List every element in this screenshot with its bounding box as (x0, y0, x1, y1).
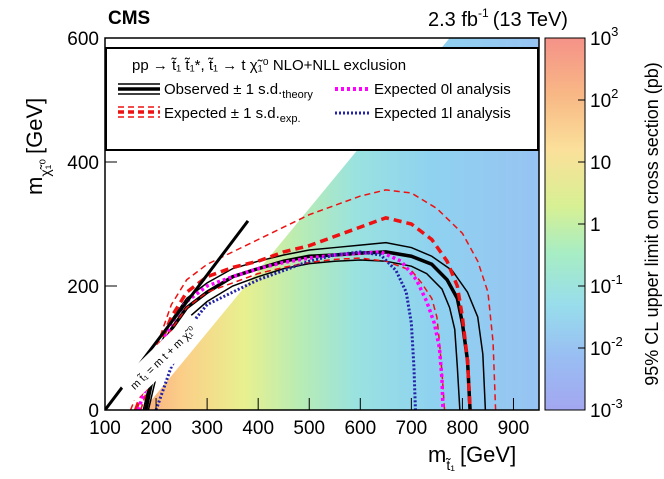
y-axis-title: mχ̃₁⁰ [GeV] (22, 98, 53, 195)
x-tick-label: 600 (344, 418, 376, 439)
contour-expected-0l-analysis (136, 250, 445, 410)
contour-expected-1-s-d- (129, 189, 497, 410)
y-axis-ticks: 0 200 400 600 (67, 29, 117, 422)
legend-entry-observed: Observed ± 1 s.d.theory (118, 81, 313, 101)
x-tick-label: 300 (191, 418, 223, 439)
legend-expected-label: Expected ± 1 s.d. (164, 105, 280, 122)
legend-title: pp → t̃₁ t̃₁*, t̃₁ → t χ̃₁⁰ NLO+NLL excl… (132, 57, 406, 74)
legend: pp → t̃₁ t̃₁*, t̃₁ → t χ̃₁⁰ NLO+NLL excl… (105, 47, 539, 151)
colorbar-tick-label: 1 (590, 215, 601, 236)
legend-entry-expected-0l: Expected 0l analysis (335, 81, 511, 98)
colorbar-tick-label: 103 (590, 24, 618, 50)
x-tick-label: 900 (498, 418, 530, 439)
contour-observed-1-s-d- (142, 241, 487, 410)
colorbar-tick-label: 102 (590, 86, 618, 112)
y-axis-sub: χ̃₁⁰ (37, 159, 53, 177)
legend-observed-sub: theory (282, 89, 313, 101)
colorbar-tick-label: 10-2 (590, 334, 623, 360)
legend-observed-label: Observed ± 1 s.d. (164, 81, 282, 98)
y-tick-label: 600 (67, 29, 99, 50)
contour-expected-1-s-d- (140, 257, 446, 410)
x-axis-title: mt̃₁ [GeV] (428, 442, 516, 473)
y-axis-var: m (22, 177, 47, 195)
y-tick-label: 0 (88, 401, 99, 422)
x-tick-label: 200 (140, 418, 172, 439)
y-tick-label: 200 (67, 277, 99, 298)
x-tick-label: 500 (293, 418, 325, 439)
x-tick-label: 800 (447, 418, 479, 439)
x-axis-var: m (428, 442, 446, 467)
colorbar-tick-label: 10-1 (590, 272, 623, 298)
x-tick-label: 400 (242, 418, 274, 439)
x-tick-label: 100 (89, 418, 121, 439)
colorbar-tick-label: 10 (590, 153, 611, 174)
contour-expected-1l-analysis (154, 250, 417, 410)
diagonal-label-box (117, 313, 207, 402)
svg-text:Observed ± 1 s.d.theory: Observed ± 1 s.d.theory (164, 81, 313, 101)
colorbar-title: 95% CL upper limit on cross section (pb) (642, 62, 662, 385)
legend-expected-sub: exp. (280, 113, 301, 125)
legend-expected-1l-label: Expected 1l analysis (374, 105, 511, 122)
lumi-prefix: 2.3 fb (428, 9, 478, 31)
lumi-label: 2.3 fb-1 (13 TeV) (428, 6, 568, 31)
colorbar-tick-label: 10-3 (590, 396, 623, 422)
legend-entry-expected: Expected ± 1 s.d.exp. (118, 105, 301, 125)
experiment-label: CMS (108, 8, 150, 29)
x-axis-ticks: 100 200 300 400 500 600 700 800 900 (89, 398, 529, 439)
x-axis-sub: t̃₁ (445, 457, 455, 473)
x-tick-label: 700 (396, 418, 428, 439)
contour-expected (133, 215, 472, 410)
legend-entry-expected-1l: Expected 1l analysis (335, 105, 511, 122)
y-tick-label: 400 (67, 153, 99, 174)
y-axis-unit: [GeV] (22, 98, 47, 154)
lumi-exponent: -1 (478, 6, 489, 20)
x-axis-unit: [GeV] (460, 442, 516, 467)
legend-expected-0l-label: Expected 0l analysis (374, 81, 511, 98)
svg-text:Expected ± 1 s.d.exp.: Expected ± 1 s.d.exp. (164, 105, 301, 125)
lumi-suffix: (13 TeV) (493, 9, 568, 31)
legend-box (105, 47, 539, 151)
plot-frame (104, 37, 540, 411)
